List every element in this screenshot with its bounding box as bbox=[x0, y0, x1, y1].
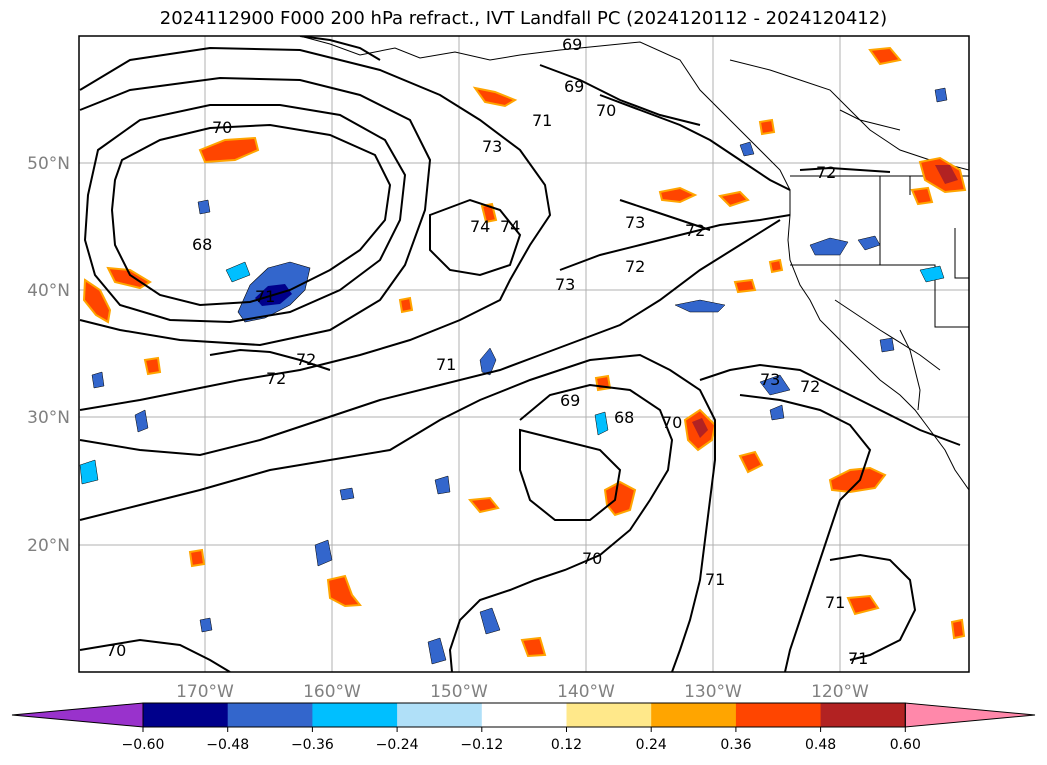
contour-label: 69 bbox=[564, 77, 584, 96]
colorbar-extend-high bbox=[904, 702, 1036, 728]
contour-label: 71 bbox=[255, 287, 275, 306]
contour-label: 74 bbox=[470, 217, 490, 236]
colorbar-segment bbox=[566, 703, 652, 727]
colorbar-tick-label: −0.12 bbox=[460, 737, 503, 753]
colorbar-extend-low bbox=[11, 702, 144, 728]
contour-label: 73 bbox=[555, 275, 575, 294]
latitude-ticks: 50°N 40°N 30°N 20°N bbox=[27, 154, 70, 556]
contour-label: 71 bbox=[532, 111, 552, 130]
contour-label: 69 bbox=[560, 391, 580, 410]
colorbar-segment bbox=[143, 703, 229, 727]
contour-label: 70 bbox=[662, 413, 682, 432]
contour-label: 70 bbox=[582, 549, 602, 568]
lon-tick: 140°W bbox=[557, 682, 615, 702]
contour-label: 70 bbox=[106, 641, 126, 660]
contour-label: 73 bbox=[482, 137, 502, 156]
contour-label: 71 bbox=[705, 570, 725, 589]
colorbar-segment bbox=[651, 703, 737, 727]
contour-label: 68 bbox=[192, 235, 212, 254]
contour-label: 73 bbox=[625, 213, 645, 232]
colorbar-tick-label: 0.60 bbox=[890, 737, 921, 753]
lon-tick: 130°W bbox=[684, 682, 742, 702]
colorbar-segment bbox=[735, 703, 822, 727]
contour-label: 72 bbox=[296, 350, 316, 369]
contour-label: 71 bbox=[848, 649, 868, 668]
colorbar-tick-label: 0.36 bbox=[720, 737, 751, 753]
contour-label: 72 bbox=[685, 221, 705, 240]
colorbar-tick-label: 0.24 bbox=[636, 737, 667, 753]
colorbar-frame bbox=[142, 702, 906, 728]
contour-label: 71 bbox=[436, 355, 456, 374]
colorbar-tick-label: −0.36 bbox=[291, 737, 334, 753]
lat-tick: 30°N bbox=[27, 408, 70, 428]
contour-label: 74 bbox=[500, 217, 520, 236]
lon-tick: 150°W bbox=[430, 682, 488, 702]
map-title: 2024112900 F000 200 hPa refract., IVT La… bbox=[159, 8, 888, 29]
positive-anomaly-regions bbox=[82, 46, 967, 658]
colorbar-segment bbox=[820, 703, 906, 727]
contour-label: 70 bbox=[596, 101, 616, 120]
contour-label: 71 bbox=[825, 593, 845, 612]
lat-tick: 20°N bbox=[27, 536, 70, 556]
colorbar-segment bbox=[227, 703, 313, 727]
colorbar-segment bbox=[397, 703, 483, 727]
contour-label: 72 bbox=[816, 163, 836, 182]
longitude-ticks: 170°W 160°W 150°W 140°W 130°W 120°W bbox=[176, 682, 869, 702]
negative-anomaly-regions bbox=[79, 87, 948, 665]
colorbar-segment bbox=[312, 703, 398, 727]
contour-label: 68 bbox=[614, 408, 634, 427]
colorbar-tick-label: −0.48 bbox=[206, 737, 249, 753]
colorbar-tick-label: 0.12 bbox=[551, 737, 582, 753]
colorbar-tick-label: 0.48 bbox=[805, 737, 836, 753]
contour-label: 72 bbox=[625, 257, 645, 276]
colorbar-segment bbox=[481, 703, 567, 727]
colorbar-tick-label: −0.60 bbox=[122, 737, 165, 753]
contour-label: 72 bbox=[800, 377, 820, 396]
colorbar-tick-label: −0.24 bbox=[376, 737, 419, 753]
lon-tick: 170°W bbox=[176, 682, 234, 702]
colorbar: −0.60 −0.48 −0.36 −0.24 −0.12 0.12 0.24 0.36 0.4… bbox=[11, 702, 1036, 753]
map-frame bbox=[78, 35, 970, 673]
refractivity-contours bbox=[79, 36, 961, 672]
lon-tick: 160°W bbox=[303, 682, 361, 702]
lat-tick: 40°N bbox=[27, 281, 70, 301]
contour-label: 72 bbox=[266, 369, 286, 388]
lon-tick: 120°W bbox=[811, 682, 869, 702]
lat-tick: 50°N bbox=[27, 154, 70, 174]
contour-label: 73 bbox=[760, 370, 780, 389]
contour-labels: 69 69 70 71 70 73 72 74 74 68 73 72 73 7… bbox=[106, 35, 868, 668]
contour-label: 69 bbox=[562, 35, 582, 54]
contour-label: 70 bbox=[212, 118, 232, 137]
